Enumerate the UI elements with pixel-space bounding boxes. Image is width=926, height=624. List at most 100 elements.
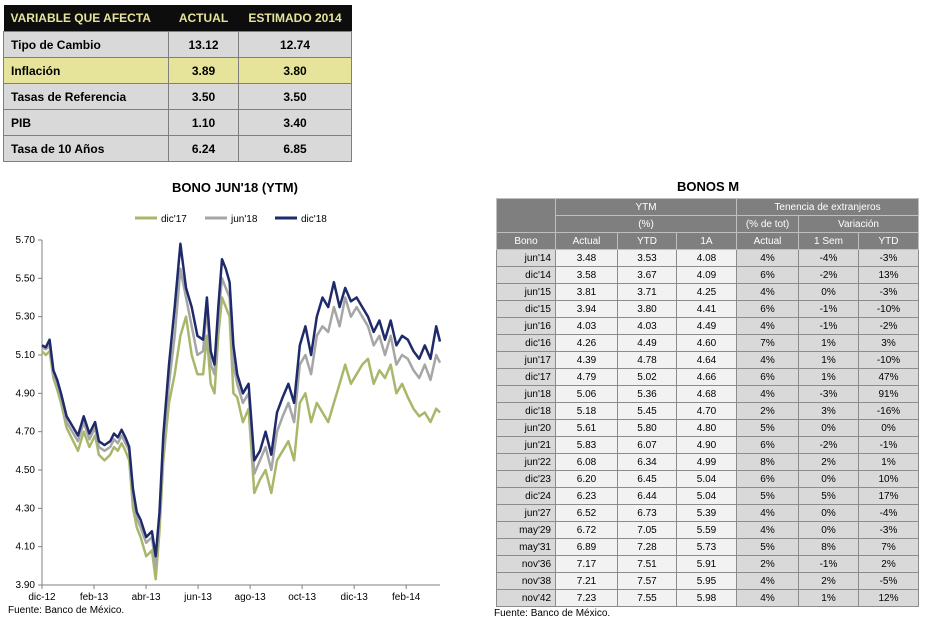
bono-cell: -1%: [798, 300, 859, 318]
line-chart: 5.70 5.50 5.30 5.10 4.90 4.70 4.50 4.30 4.10 3.90…: [16, 214, 442, 603]
bono-cell: 4.80: [676, 419, 737, 437]
bono-cell: 2%: [858, 555, 919, 573]
bono-cell: -3%: [858, 249, 919, 267]
y-tick-label: 4.90: [16, 388, 36, 399]
bono-cell: 5.83: [555, 436, 618, 454]
table-row: dic'23 6.20 6.45 5.04 6% 0% 10%: [496, 470, 919, 488]
y-tick-label: 4.30: [16, 503, 36, 514]
table-row: dic'17 4.79 5.02 4.66 6% 1% 47%: [496, 368, 919, 386]
bono-cell: 5.91: [676, 555, 737, 573]
table-row: nov'38 7.21 7.57 5.95 4% 2% -5%: [496, 572, 919, 590]
y-tick-label: 4.10: [16, 542, 36, 553]
bono-cell: 5.59: [676, 521, 737, 539]
bono-cell: 2%: [736, 402, 799, 420]
bono-label: jun'21: [496, 436, 556, 454]
x-tick-label: feb-14: [392, 592, 421, 603]
bono-cell: 5.04: [676, 470, 737, 488]
bono-cell: 4%: [736, 521, 799, 539]
bono-label: dic'18: [496, 402, 556, 420]
bonos-corner: [496, 198, 556, 233]
bono-cell: 6.73: [617, 504, 677, 522]
bono-cell: 4.64: [676, 351, 737, 369]
bono-cell: 0%: [798, 504, 859, 522]
bonos-col-header: Actual: [736, 232, 799, 250]
bono-cell: 3%: [798, 402, 859, 420]
bono-cell: 4.70: [676, 402, 737, 420]
bono-cell: -2%: [858, 317, 919, 335]
bono-cell: 0%: [858, 419, 919, 437]
bono-cell: 4.79: [555, 368, 618, 386]
bonos-col-header: YTD: [858, 232, 919, 250]
table-row: jun'22 6.08 6.34 4.99 8% 2% 1%: [496, 453, 919, 471]
summary-actual: 3.50: [168, 83, 239, 110]
y-tick-label: 4.50: [16, 465, 36, 476]
bono-cell: 4.90: [676, 436, 737, 454]
bono-cell: 6%: [736, 300, 799, 318]
bono-cell: 7.51: [617, 555, 677, 573]
table-row: dic'18 5.18 5.45 4.70 2% 3% -16%: [496, 402, 919, 420]
bono-cell: 4%: [736, 351, 799, 369]
bono-cell: -3%: [858, 521, 919, 539]
x-tick-label: jun-13: [183, 592, 212, 603]
bono-label: jun'22: [496, 453, 556, 471]
bono-cell: 5%: [798, 487, 859, 505]
bonos-col-header: 1 Sem: [798, 232, 859, 250]
bono-cell: 4%: [736, 589, 799, 607]
bono-cell: 3.58: [555, 266, 618, 284]
bono-cell: 3.80: [617, 300, 677, 318]
bonos-table: YTM Tenencia de extranjeros (%) (% de to…: [496, 198, 919, 607]
bono-cell: 6%: [736, 266, 799, 284]
x-tick-label: dic-13: [341, 592, 369, 603]
bono-cell: 4.60: [676, 334, 737, 352]
bono-cell: 4.49: [617, 334, 677, 352]
bono-cell: 4.09: [676, 266, 737, 284]
bono-label: may'31: [496, 538, 556, 556]
bono-cell: 3.67: [617, 266, 677, 284]
bono-cell: 4.41: [676, 300, 737, 318]
bonos-sub-pct: (%): [555, 215, 737, 233]
table-row: dic'14 3.58 3.67 4.09 6% -2% 13%: [496, 266, 919, 284]
bono-cell: 91%: [858, 385, 919, 403]
bono-label: dic'17: [496, 368, 556, 386]
chart-source: Fuente: Banco de México.: [8, 605, 125, 616]
bono-cell: 6.89: [555, 538, 618, 556]
table-row: jun'16 4.03 4.03 4.49 4% -1% -2%: [496, 317, 919, 335]
bono-cell: 3.94: [555, 300, 618, 318]
bono-cell: 6.07: [617, 436, 677, 454]
summary-estimado: 3.50: [238, 83, 352, 110]
bono-cell: 0%: [798, 283, 859, 301]
bono-cell: 4%: [736, 283, 799, 301]
bono-cell: 6%: [736, 368, 799, 386]
bono-cell: -1%: [798, 555, 859, 573]
bono-cell: -4%: [798, 249, 859, 267]
table-row: may'31 6.89 7.28 5.73 5% 8% 7%: [496, 538, 919, 556]
bono-cell: 4.66: [676, 368, 737, 386]
bono-cell: 6.20: [555, 470, 618, 488]
summary-row: Tipo de Cambio 13.12 12.74: [3, 31, 352, 58]
x-tick-label: ago-13: [235, 592, 267, 603]
bono-cell: -16%: [858, 402, 919, 420]
table-row: jun'27 6.52 6.73 5.39 4% 0% -4%: [496, 504, 919, 522]
bonos-group-tenencia: Tenencia de extranjeros: [736, 198, 919, 216]
bono-cell: 4.26: [555, 334, 618, 352]
bonos-sub-variacion: Variación: [798, 215, 919, 233]
bono-label: nov'38: [496, 572, 556, 590]
bono-label: dic'16: [496, 334, 556, 352]
bono-cell: 5.06: [555, 385, 618, 403]
summary-header-actual: ACTUAL: [168, 5, 239, 32]
bono-cell: 2%: [798, 453, 859, 471]
summary-estimado: 3.80: [238, 57, 352, 84]
bono-cell: 4%: [736, 249, 799, 267]
bono-cell: 7%: [858, 538, 919, 556]
chart-title: BONO JUN'18 (YTM): [172, 180, 298, 195]
bono-cell: 7.21: [555, 572, 618, 590]
bono-cell: 3.48: [555, 249, 618, 267]
bono-label: jun'27: [496, 504, 556, 522]
bonos-col-header: 1A: [676, 232, 737, 250]
bono-cell: 8%: [798, 538, 859, 556]
bono-cell: 17%: [858, 487, 919, 505]
bono-cell: 1%: [798, 351, 859, 369]
y-tick-label: 5.30: [16, 312, 36, 323]
bono-label: dic'14: [496, 266, 556, 284]
series-line-1: [41, 267, 442, 568]
